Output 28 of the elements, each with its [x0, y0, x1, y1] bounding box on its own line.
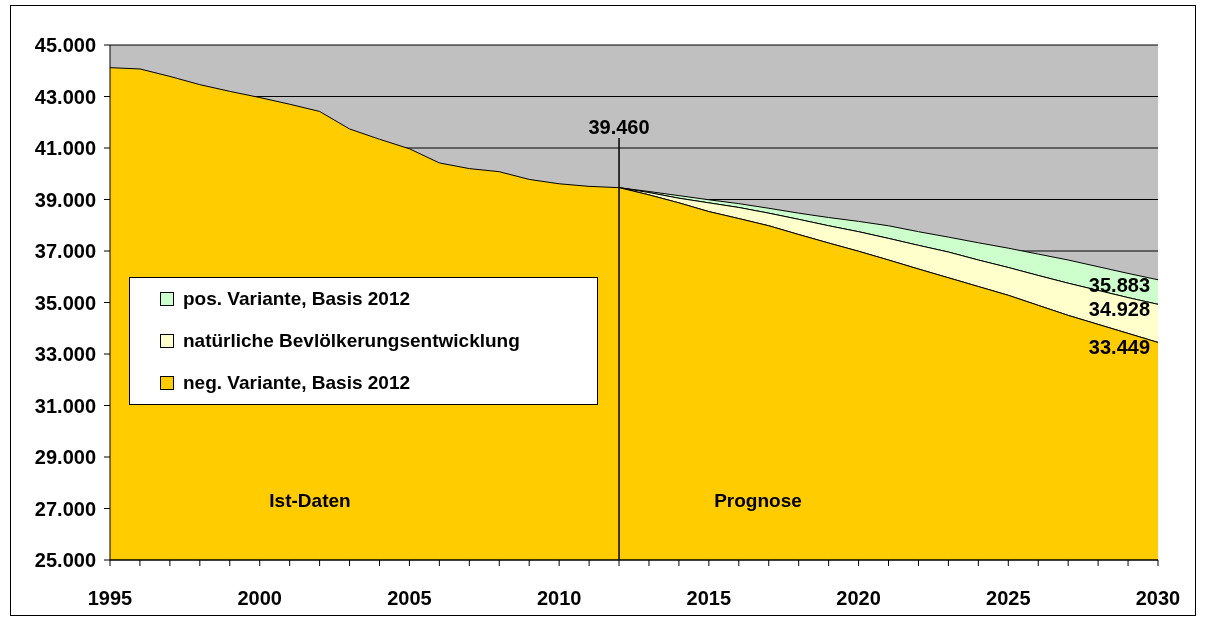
y-tick-label: 33.000	[34, 343, 96, 366]
y-tick-label: 35.000	[34, 291, 96, 314]
y-tick-label: 31.000	[34, 394, 96, 417]
annotation: 39.460	[588, 115, 650, 138]
x-tick-label: 2015	[686, 587, 732, 610]
y-tick-label: 45.000	[34, 34, 96, 57]
x-tick-label: 1995	[87, 587, 133, 610]
data-label: 33.449	[1088, 336, 1150, 359]
data-label: 34.928	[1088, 298, 1150, 321]
y-tick-label: 25.000	[34, 549, 96, 572]
x-tick-label: 2000	[237, 587, 282, 610]
y-tick-label: 39.000	[34, 188, 96, 211]
legend-label: neg. Variante, Basis 2012	[183, 372, 411, 394]
legend-label: pos. Variante, Basis 2012	[183, 288, 411, 310]
data-label: 35.883	[1088, 273, 1150, 296]
annotation: Prognose	[714, 489, 802, 511]
x-tick-label: 2005	[387, 587, 432, 610]
y-tick-label: 29.000	[34, 446, 96, 469]
y-tick-label: 37.000	[34, 240, 96, 263]
x-tick-label: 2030	[1135, 587, 1181, 610]
y-tick-label: 27.000	[34, 497, 96, 520]
x-tick-label: 2010	[536, 587, 582, 610]
legend-label: natürliche Bevlölkerungsentwicklung	[183, 330, 520, 352]
x-tick-label: 2025	[986, 587, 1031, 610]
y-tick-label: 43.000	[34, 85, 96, 108]
annotation: Ist-Daten	[269, 489, 351, 511]
x-tick-label: 2020	[836, 587, 881, 610]
y-tick-label: 41.000	[34, 137, 96, 160]
